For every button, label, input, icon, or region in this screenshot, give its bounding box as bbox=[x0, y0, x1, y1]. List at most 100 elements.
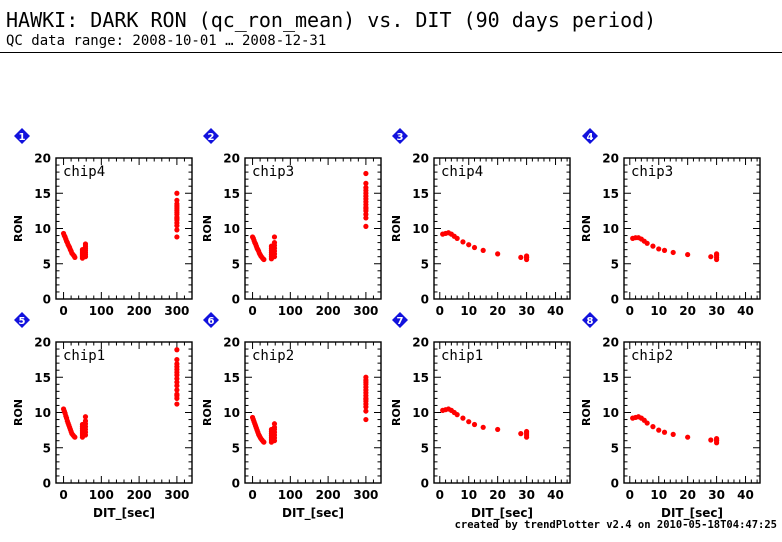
data-point bbox=[72, 434, 78, 440]
y-tick-label: 20 bbox=[412, 152, 429, 166]
data-point bbox=[670, 249, 676, 256]
data-point bbox=[82, 241, 89, 247]
chip-label: chip4 bbox=[441, 164, 483, 180]
data-point bbox=[495, 426, 501, 433]
y-tick-label: 15 bbox=[34, 371, 51, 385]
data-point bbox=[261, 256, 267, 263]
y-tick-label: 15 bbox=[602, 371, 619, 385]
y-tick-label: 20 bbox=[223, 152, 240, 166]
y-tick-label: 0 bbox=[611, 477, 619, 491]
y-axis-label: RON bbox=[12, 399, 25, 426]
panel-badge-icon bbox=[582, 312, 598, 328]
panel-number: 3 bbox=[397, 132, 404, 143]
x-tick-label: 200 bbox=[316, 304, 341, 318]
y-tick-label: 0 bbox=[43, 477, 51, 491]
y-axis-label: RON bbox=[390, 399, 403, 426]
x-tick-label: 20 bbox=[679, 488, 696, 502]
data-point bbox=[480, 247, 486, 253]
y-tick-label: 0 bbox=[611, 293, 619, 307]
x-axis-label: DIT_[sec] bbox=[471, 506, 533, 521]
y-axis-label: RON bbox=[201, 215, 214, 242]
chip-label: chip4 bbox=[63, 164, 105, 180]
data-point bbox=[495, 251, 501, 257]
x-tick-label: 10 bbox=[460, 488, 477, 502]
data-point bbox=[480, 424, 486, 430]
data-point bbox=[518, 431, 524, 437]
x-tick-label: 20 bbox=[489, 304, 506, 318]
data-point bbox=[363, 223, 369, 229]
data-point bbox=[174, 197, 180, 203]
data-point bbox=[685, 251, 691, 258]
y-tick-label: 20 bbox=[602, 152, 619, 166]
x-tick-label: 0 bbox=[59, 488, 67, 502]
data-point bbox=[363, 408, 369, 414]
data-point bbox=[708, 254, 714, 260]
panel-badge-icon bbox=[14, 128, 30, 144]
data-point bbox=[72, 254, 78, 261]
data-point bbox=[271, 240, 278, 246]
data-point bbox=[363, 206, 369, 212]
y-tick-label: 5 bbox=[232, 441, 240, 455]
panel-badge-icon bbox=[392, 312, 408, 328]
y-axis-label: RON bbox=[12, 215, 25, 242]
x-tick-label: 200 bbox=[316, 488, 341, 502]
data-point bbox=[661, 429, 668, 435]
y-tick-label: 15 bbox=[34, 187, 51, 201]
panel-badge-icon bbox=[392, 128, 408, 144]
data-point bbox=[650, 424, 656, 430]
data-point bbox=[174, 190, 180, 196]
data-point bbox=[174, 234, 180, 240]
y-tick-label: 15 bbox=[223, 187, 240, 201]
y-axis-label: RON bbox=[201, 399, 214, 426]
data-point bbox=[174, 227, 180, 233]
y-tick-label: 10 bbox=[412, 222, 429, 236]
chip-label: chip1 bbox=[441, 348, 483, 364]
data-point bbox=[363, 180, 369, 186]
y-tick-label: 5 bbox=[421, 257, 429, 271]
data-point bbox=[523, 254, 530, 261]
panel-number: 8 bbox=[587, 316, 594, 327]
data-point bbox=[82, 418, 89, 424]
x-tick-label: 0 bbox=[436, 304, 444, 318]
data-point bbox=[174, 347, 180, 353]
x-tick-label: 0 bbox=[59, 304, 67, 318]
x-tick-label: 30 bbox=[518, 304, 535, 318]
panel-number: 6 bbox=[208, 316, 215, 327]
x-tick-label: 40 bbox=[737, 488, 754, 502]
y-axis-label: RON bbox=[580, 399, 593, 426]
panel-number: 2 bbox=[208, 132, 215, 143]
data-point bbox=[713, 437, 720, 443]
data-point bbox=[650, 243, 656, 249]
data-point bbox=[656, 246, 662, 252]
y-tick-label: 15 bbox=[412, 371, 429, 385]
y-tick-label: 10 bbox=[602, 406, 619, 420]
y-tick-label: 10 bbox=[602, 222, 619, 236]
data-point bbox=[471, 421, 478, 428]
x-tick-label: 40 bbox=[737, 304, 754, 318]
data-point bbox=[466, 419, 472, 425]
panel-badge-icon bbox=[203, 128, 219, 144]
panel-number: 4 bbox=[587, 132, 594, 143]
data-point bbox=[685, 434, 691, 440]
chip-label: chip2 bbox=[252, 348, 294, 364]
data-point bbox=[261, 439, 267, 445]
data-point bbox=[656, 427, 662, 433]
data-point bbox=[471, 244, 478, 251]
x-axis-label: DIT_[sec] bbox=[282, 506, 344, 521]
y-axis-label: RON bbox=[390, 215, 403, 242]
data-point bbox=[644, 240, 650, 246]
x-tick-label: 0 bbox=[436, 488, 444, 502]
x-tick-label: 30 bbox=[708, 488, 725, 502]
page-title: HAWKI: DARK RON (qc_ron_mean) vs. DIT (9… bbox=[6, 8, 657, 32]
data-point bbox=[363, 374, 369, 380]
data-point bbox=[363, 416, 369, 423]
chart-panel-8: 8 0 5 10 15 20 0 10 20 30 40 RON DIT_[sec] chip2 bbox=[580, 312, 761, 521]
y-tick-label: 0 bbox=[421, 293, 429, 307]
data-point bbox=[523, 428, 530, 435]
data-point bbox=[708, 437, 714, 443]
y-tick-label: 20 bbox=[412, 336, 429, 350]
